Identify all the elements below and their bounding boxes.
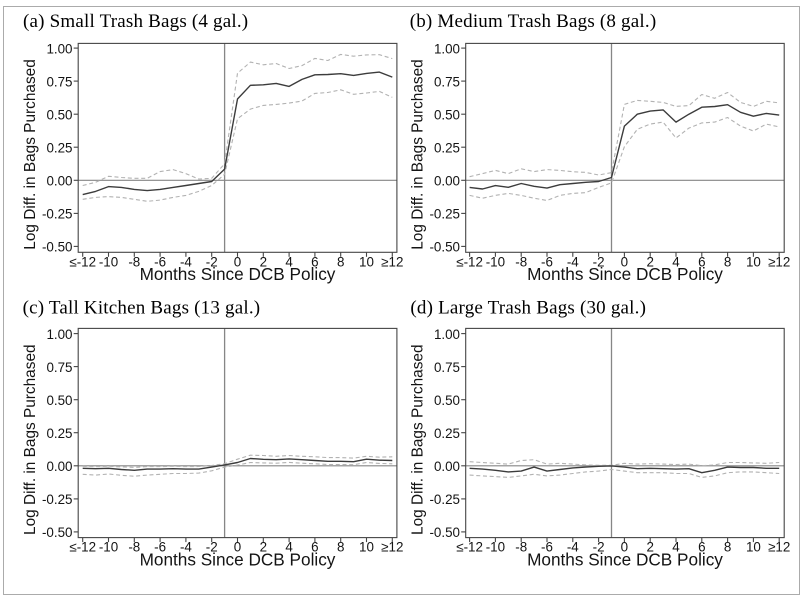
svg-text:-2: -2 (593, 254, 605, 269)
svg-text:≤-12: ≤-12 (456, 540, 483, 555)
svg-text:≤-12: ≤-12 (456, 254, 483, 269)
svg-text:8: 8 (337, 540, 344, 555)
svg-text:10: 10 (746, 540, 761, 555)
svg-text:-0.50: -0.50 (429, 240, 460, 255)
svg-text:8: 8 (724, 540, 731, 555)
svg-text:-4: -4 (567, 254, 579, 269)
svg-text:Months Since DCB Policy: Months Since DCB Policy (527, 549, 723, 569)
svg-text:≥12: ≥12 (768, 540, 790, 555)
svg-text:0: 0 (234, 254, 241, 269)
svg-text:-4: -4 (180, 540, 192, 555)
svg-text:6: 6 (698, 254, 705, 269)
svg-text:-0.25: -0.25 (429, 207, 460, 222)
svg-text:10: 10 (359, 254, 374, 269)
svg-text:8: 8 (724, 254, 731, 269)
svg-text:≥12: ≥12 (381, 254, 403, 269)
svg-text:≤-12: ≤-12 (69, 540, 96, 555)
svg-text:-8: -8 (128, 254, 140, 269)
svg-text:2: 2 (646, 540, 653, 555)
svg-text:0.00: 0.00 (434, 459, 460, 474)
svg-text:0.75: 0.75 (46, 74, 72, 89)
svg-text:-6: -6 (154, 540, 166, 555)
svg-text:(c) Tall Kitchen Bags (13 gal.: (c) Tall Kitchen Bags (13 gal.) (23, 297, 261, 318)
svg-text:-10: -10 (99, 254, 118, 269)
svg-text:Months Since DCB Policy: Months Since DCB Policy (140, 549, 336, 569)
svg-text:0.75: 0.75 (46, 360, 72, 375)
svg-text:4: 4 (285, 254, 293, 269)
svg-text:0: 0 (234, 540, 241, 555)
svg-text:1.00: 1.00 (434, 41, 460, 56)
svg-text:0.50: 0.50 (434, 393, 460, 408)
svg-text:-0.25: -0.25 (429, 492, 460, 507)
svg-text:1.00: 1.00 (46, 41, 72, 56)
svg-text:≥12: ≥12 (768, 254, 790, 269)
svg-text:2: 2 (260, 254, 267, 269)
svg-text:-8: -8 (515, 540, 527, 555)
svg-text:6: 6 (311, 540, 318, 555)
svg-text:-10: -10 (99, 540, 118, 555)
svg-text:-6: -6 (154, 254, 166, 269)
svg-text:0.00: 0.00 (434, 174, 460, 189)
svg-text:Log Diff. in Bags Purchased: Log Diff. in Bags Purchased (410, 59, 427, 250)
svg-text:0.50: 0.50 (46, 107, 72, 122)
svg-text:≥12: ≥12 (381, 540, 403, 555)
svg-text:2: 2 (260, 540, 267, 555)
svg-text:(d) Large Trash Bags (30 gal.): (d) Large Trash Bags (30 gal.) (410, 297, 646, 318)
svg-text:0.25: 0.25 (46, 140, 72, 155)
svg-text:-10: -10 (486, 254, 505, 269)
svg-text:0.50: 0.50 (46, 393, 72, 408)
svg-text:-2: -2 (206, 254, 218, 269)
svg-text:1.00: 1.00 (46, 327, 72, 342)
svg-text:-6: -6 (541, 254, 553, 269)
svg-text:-2: -2 (593, 540, 605, 555)
svg-text:-0.50: -0.50 (42, 240, 73, 255)
svg-text:0.00: 0.00 (46, 174, 72, 189)
svg-text:4: 4 (672, 540, 680, 555)
svg-text:4: 4 (672, 254, 680, 269)
svg-text:0.25: 0.25 (46, 426, 72, 441)
svg-text:0.25: 0.25 (434, 140, 460, 155)
svg-text:10: 10 (359, 540, 374, 555)
svg-text:-0.25: -0.25 (42, 492, 73, 507)
svg-text:Months Since DCB Policy: Months Since DCB Policy (527, 264, 723, 284)
svg-text:0.00: 0.00 (46, 459, 72, 474)
svg-text:6: 6 (698, 540, 705, 555)
svg-text:0.75: 0.75 (434, 360, 460, 375)
svg-text:8: 8 (337, 254, 344, 269)
svg-text:-8: -8 (128, 540, 140, 555)
svg-text:0.50: 0.50 (434, 107, 460, 122)
svg-text:Months Since DCB Policy: Months Since DCB Policy (140, 264, 336, 284)
svg-text:0: 0 (621, 254, 628, 269)
svg-text:≤-12: ≤-12 (69, 254, 96, 269)
svg-text:-6: -6 (541, 540, 553, 555)
svg-text:-4: -4 (567, 540, 579, 555)
svg-text:-0.25: -0.25 (42, 207, 73, 222)
svg-text:(a) Small Trash Bags (4 gal.): (a) Small Trash Bags (4 gal.) (23, 11, 248, 32)
svg-text:-0.50: -0.50 (42, 525, 73, 540)
svg-text:10: 10 (746, 254, 761, 269)
svg-text:-8: -8 (515, 254, 527, 269)
svg-text:0.25: 0.25 (434, 426, 460, 441)
svg-text:2: 2 (646, 254, 653, 269)
svg-text:-10: -10 (486, 540, 505, 555)
svg-text:(b) Medium Trash Bags (8 gal.): (b) Medium Trash Bags (8 gal.) (410, 11, 657, 32)
svg-text:-2: -2 (206, 540, 218, 555)
svg-text:-0.50: -0.50 (429, 525, 460, 540)
svg-text:0: 0 (621, 540, 628, 555)
svg-text:-4: -4 (180, 254, 192, 269)
svg-text:4: 4 (285, 540, 293, 555)
svg-text:0.75: 0.75 (434, 74, 460, 89)
svg-text:6: 6 (311, 254, 318, 269)
svg-text:1.00: 1.00 (434, 327, 460, 342)
svg-text:Log Diff. in Bags Purchased: Log Diff. in Bags Purchased (410, 344, 427, 535)
svg-text:Log Diff. in Bags Purchased: Log Diff. in Bags Purchased (22, 59, 39, 250)
svg-text:Log Diff. in Bags Purchased: Log Diff. in Bags Purchased (22, 344, 39, 535)
